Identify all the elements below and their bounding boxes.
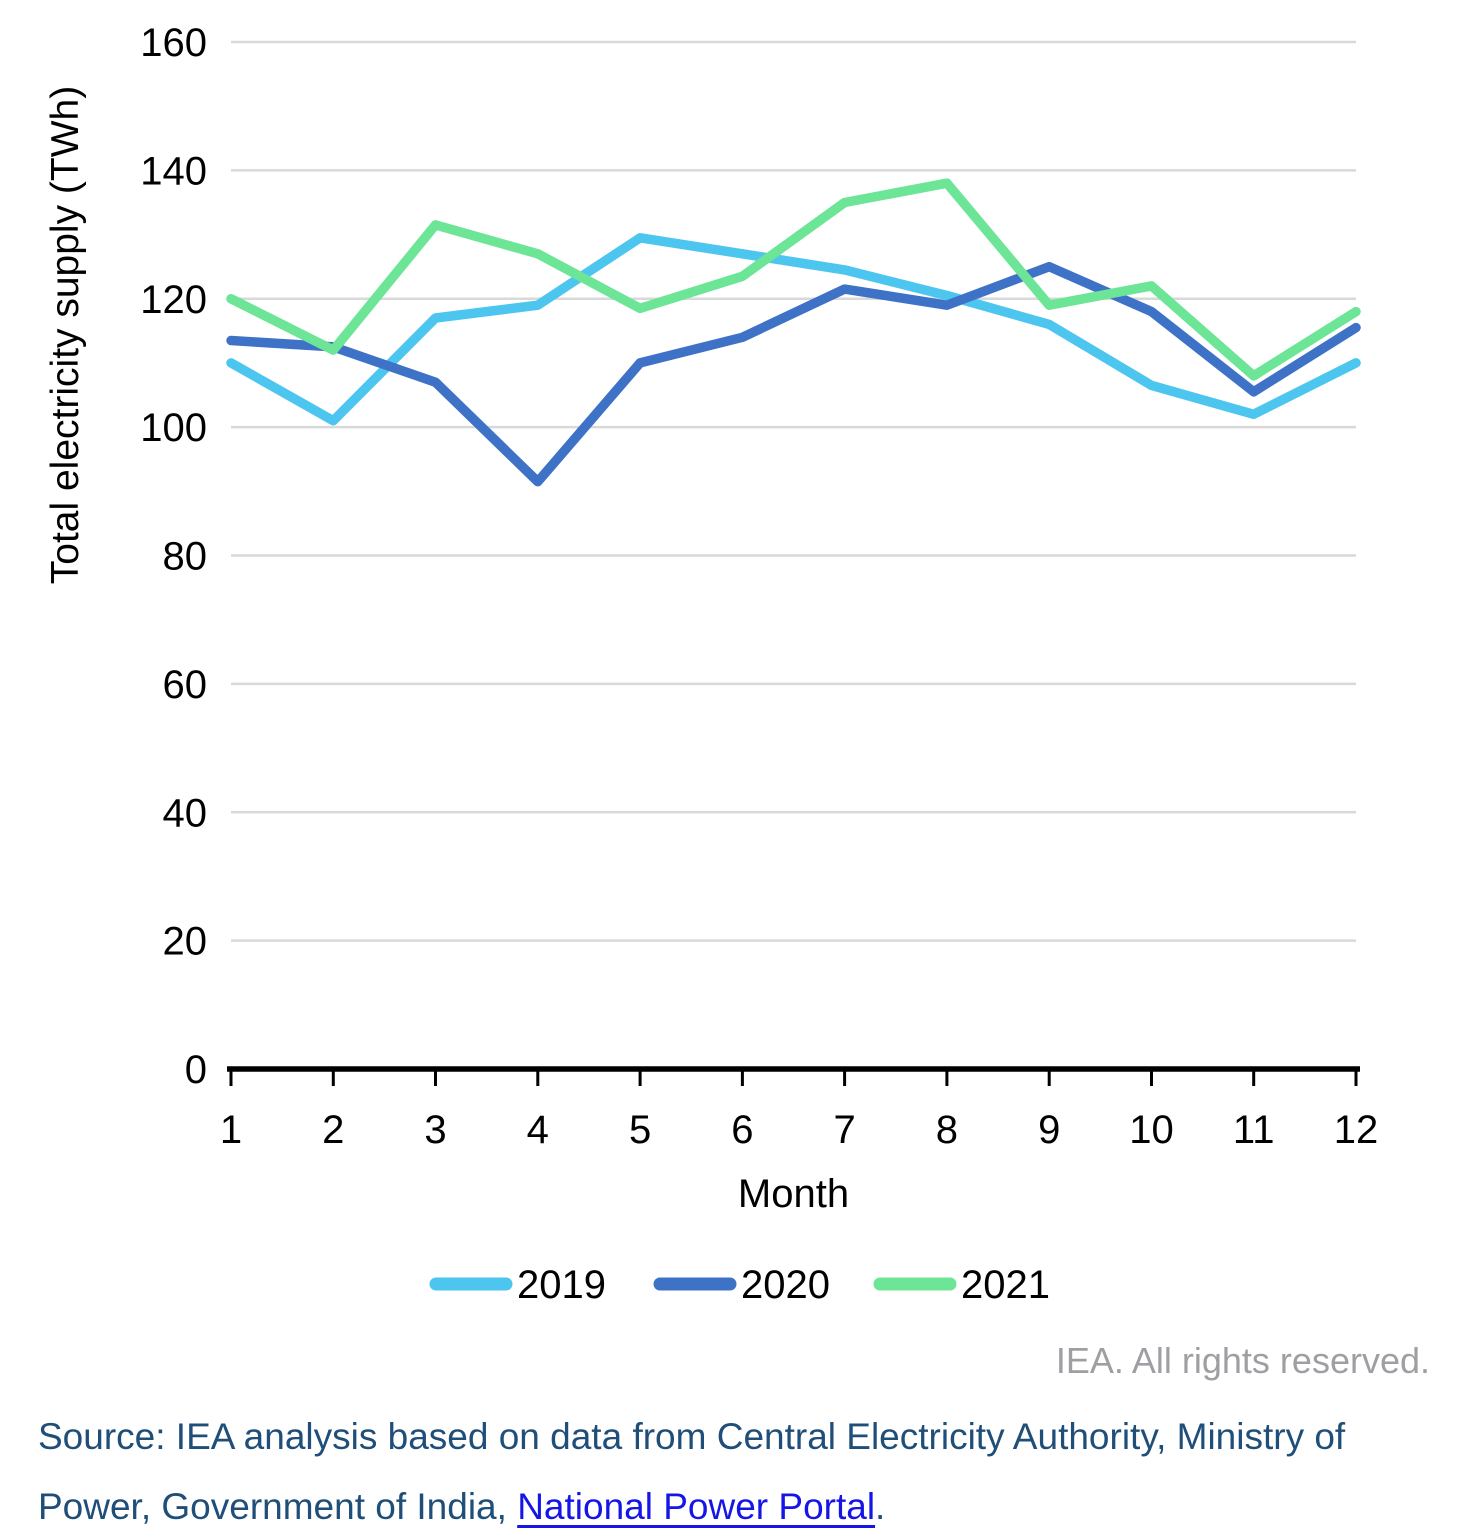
x-tick-label-10: 10	[1129, 1108, 1174, 1152]
legend-label-2021: 2021	[961, 1263, 1050, 1307]
x-tick-label-7: 7	[833, 1108, 855, 1152]
series-line-2019	[226, 233, 1361, 426]
line-chart: 0 20 40 60 80 100 120 140 160 Total electricity s…	[44, 21, 1379, 1307]
x-tick-label-11: 11	[1233, 1108, 1275, 1152]
y-axis-title: Total electricity supply (TWh)	[44, 86, 87, 584]
y-tick-label-80: 80	[163, 535, 208, 579]
x-tick-label-4: 4	[527, 1108, 549, 1152]
source-line1: Source: IEA analysis based on data from …	[38, 1416, 1346, 1457]
y-tick-label-60: 60	[163, 663, 208, 707]
x-axis-title: Month	[738, 1172, 849, 1216]
x-tick-label-3: 3	[424, 1108, 446, 1152]
x-tick-label-6: 6	[731, 1108, 753, 1152]
source-link[interactable]: National Power Portal	[517, 1486, 876, 1527]
y-tick-label-140: 140	[140, 149, 207, 193]
series-line-2020	[226, 261, 1361, 487]
series-line-2021	[226, 178, 1361, 381]
y-tick-label-20: 20	[163, 920, 208, 964]
y-tick-label-160: 160	[140, 21, 207, 65]
rights-notice: IEA. All rights reserved.	[1055, 1340, 1430, 1381]
source-line2-prefix: Power, Government of India,	[38, 1486, 518, 1527]
x-tick-label-9: 9	[1038, 1108, 1060, 1152]
source-period: .	[875, 1486, 886, 1527]
x-tick-label-12: 12	[1334, 1108, 1379, 1152]
x-tick-label-5: 5	[629, 1108, 651, 1152]
x-tick-label-8: 8	[936, 1108, 958, 1152]
y-tick-label-120: 120	[140, 278, 207, 322]
y-tick-label-100: 100	[140, 406, 207, 450]
source-note: Source: IEA analysis based on data from …	[38, 1402, 1438, 1536]
y-tick-label-0: 0	[185, 1048, 207, 1092]
legend-label-2019: 2019	[517, 1263, 606, 1307]
legend-label-2020: 2020	[741, 1263, 830, 1307]
x-tick-label-1: 1	[220, 1108, 242, 1152]
y-tick-label-40: 40	[163, 791, 208, 835]
x-tick-label-2: 2	[322, 1108, 344, 1152]
